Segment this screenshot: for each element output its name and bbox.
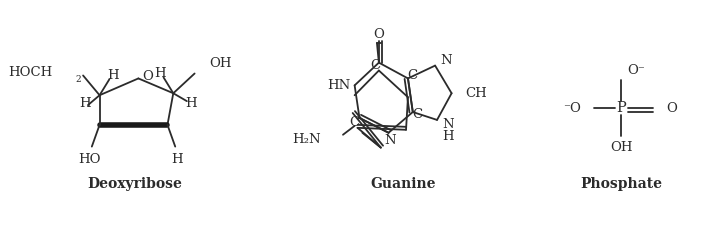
Text: Phosphate: Phosphate xyxy=(580,177,662,191)
Text: H: H xyxy=(442,130,454,143)
Text: O: O xyxy=(143,70,153,83)
Text: OH: OH xyxy=(209,57,232,70)
Text: H: H xyxy=(154,67,165,80)
Text: O: O xyxy=(666,101,677,115)
Text: N: N xyxy=(385,134,396,147)
Text: HO: HO xyxy=(79,153,101,166)
Text: C: C xyxy=(413,109,423,121)
Text: CH: CH xyxy=(465,87,487,100)
Text: H: H xyxy=(185,97,196,110)
Text: Deoxyribose: Deoxyribose xyxy=(87,177,182,191)
Text: H: H xyxy=(107,69,119,82)
Text: ⁻O: ⁻O xyxy=(563,101,581,115)
Text: HOCH: HOCH xyxy=(8,66,52,79)
Text: HN: HN xyxy=(328,79,351,92)
Text: H₂N: H₂N xyxy=(292,133,320,146)
Text: C: C xyxy=(408,69,418,82)
Text: N: N xyxy=(440,54,452,67)
Text: 2: 2 xyxy=(75,75,81,84)
Text: C: C xyxy=(370,59,380,72)
Text: Guanine: Guanine xyxy=(370,177,436,191)
Text: H: H xyxy=(172,153,183,166)
Text: O⁻: O⁻ xyxy=(627,64,645,77)
Text: O: O xyxy=(374,28,384,42)
Text: N: N xyxy=(442,118,454,131)
Text: OH: OH xyxy=(610,141,632,154)
Text: P: P xyxy=(616,101,626,115)
Text: C: C xyxy=(350,116,359,129)
Text: H: H xyxy=(79,97,91,110)
